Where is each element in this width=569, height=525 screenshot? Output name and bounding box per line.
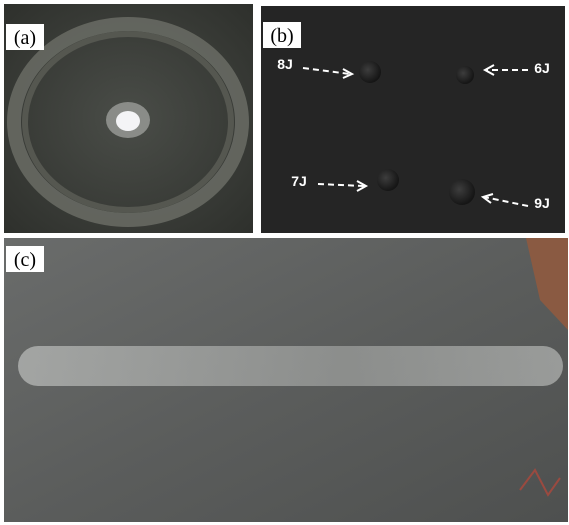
energy-label: 6J (534, 60, 550, 76)
panel-label: (c) (14, 249, 36, 271)
energy-label: 7J (291, 173, 307, 189)
dent (377, 169, 399, 191)
energy-label: 8J (277, 56, 293, 72)
dent (456, 66, 474, 84)
panel-label: (a) (14, 27, 36, 49)
photo-b (261, 6, 565, 233)
panel-label: (b) (270, 25, 293, 47)
panel-a: (a) (4, 4, 253, 233)
hole (116, 111, 140, 131)
scratch (18, 346, 563, 386)
panel-b: (b) 8J 6J 7J 9J (261, 6, 565, 233)
dent (359, 61, 381, 83)
figure: (a) (b) 8J 6J 7J 9J (c) (0, 0, 569, 525)
dent (449, 179, 475, 205)
energy-label: 9J (534, 195, 550, 211)
panel-c: (c) (4, 238, 568, 522)
